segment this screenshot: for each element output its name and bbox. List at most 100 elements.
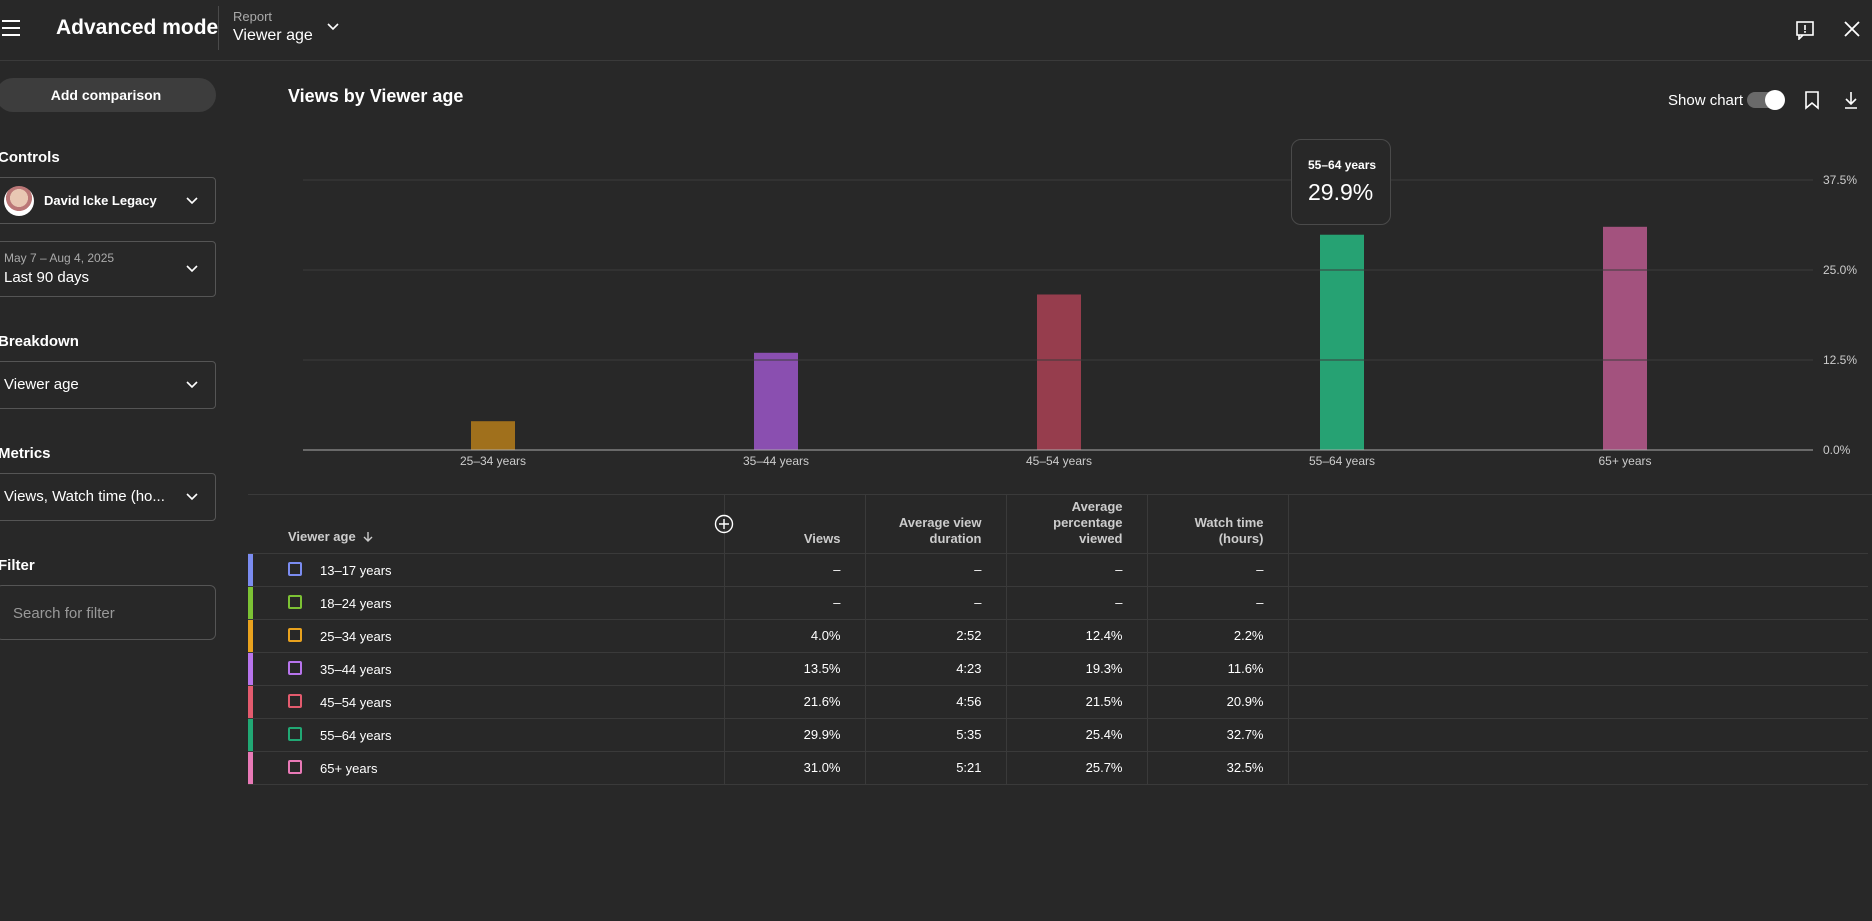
row-views-cell: –	[723, 586, 865, 620]
row-checkbox[interactable]	[288, 627, 302, 642]
row-color-strip	[248, 718, 253, 751]
row-name-cell: 65+ years	[248, 751, 724, 785]
row-checkbox[interactable]	[288, 759, 302, 774]
chart-bar[interactable]	[471, 421, 515, 450]
x-tick-label: 25–34 years	[460, 454, 526, 468]
row-apv-cell: 25.4%	[1005, 718, 1147, 752]
chart-bar[interactable]	[1037, 294, 1081, 450]
row-color-strip	[248, 553, 253, 586]
date-range-selector[interactable]: May 7 – Aug 4, 2025 Last 90 days	[0, 241, 216, 297]
table-row[interactable]: 18–24 years – – – –	[248, 586, 1868, 620]
x-tick-label: 35–44 years	[743, 454, 809, 468]
filter-search-input[interactable]	[11, 600, 195, 626]
column-header-watch-time[interactable]: Watch time (hours)	[1146, 494, 1288, 554]
column-header-avg-percentage-viewed[interactable]: Average percentage viewed	[1005, 494, 1147, 554]
add-column-icon[interactable]	[714, 514, 734, 534]
row-spacer-cell	[1287, 652, 1868, 686]
row-apv-cell: –	[1005, 553, 1147, 587]
column-header-avg-view-duration[interactable]: Average view duration	[864, 494, 1006, 554]
row-spacer-cell	[1287, 751, 1868, 785]
data-table: Viewer age Views Average view duration A…	[248, 494, 1868, 785]
filter-heading: Filter	[0, 557, 35, 574]
account-selector[interactable]: David Icke Legacy	[0, 177, 216, 224]
show-chart-toggle[interactable]	[1747, 90, 1785, 110]
chevron-down-icon	[186, 196, 198, 204]
download-icon[interactable]	[1843, 90, 1859, 110]
sort-down-icon[interactable]	[362, 531, 374, 543]
row-wt-cell: 32.5%	[1146, 751, 1288, 785]
account-name: David Icke Legacy	[44, 193, 157, 208]
menu-icon[interactable]	[2, 20, 24, 38]
row-checkbox[interactable]	[288, 660, 302, 675]
tooltip-label: 55–64 years	[1308, 158, 1377, 172]
row-spacer-cell	[1287, 718, 1868, 752]
row-label: 65+ years	[320, 760, 378, 776]
bookmark-icon[interactable]	[1804, 90, 1820, 110]
report-label: Report	[233, 9, 273, 24]
row-checkbox[interactable]	[288, 726, 302, 741]
row-avd-cell: 2:52	[864, 619, 1006, 653]
show-chart-label: Show chart	[1668, 92, 1744, 109]
table-row[interactable]: 13–17 years – – – –	[248, 553, 1868, 587]
row-wt-cell: 20.9%	[1146, 685, 1288, 719]
row-name-cell: 35–44 years	[248, 652, 724, 686]
metrics-selector[interactable]: Views, Watch time (ho...	[0, 473, 216, 521]
row-avd-cell: 4:56	[864, 685, 1006, 719]
row-views-cell: 13.5%	[723, 652, 865, 686]
row-label: 25–34 years	[320, 628, 392, 644]
row-views-cell: 29.9%	[723, 718, 865, 752]
table-row[interactable]: 25–34 years 4.0% 2:52 12.4% 2.2%	[248, 619, 1868, 653]
row-avd-cell: 5:35	[864, 718, 1006, 752]
table-row[interactable]: 35–44 years 13.5% 4:23 19.3% 11.6%	[248, 652, 1868, 686]
table-row[interactable]: 45–54 years 21.6% 4:56 21.5% 20.9%	[248, 685, 1868, 719]
row-checkbox[interactable]	[288, 561, 302, 576]
row-wt-cell: –	[1146, 586, 1288, 620]
column-header-views[interactable]: Views	[723, 494, 865, 554]
x-tick-label: 65+ years	[1598, 454, 1651, 468]
chart-bar[interactable]	[1320, 234, 1364, 450]
close-icon[interactable]	[1843, 20, 1861, 38]
report-selector[interactable]: Viewer age	[233, 27, 313, 44]
tooltip-value: 29.9%	[1308, 179, 1374, 205]
row-name-cell: 45–54 years	[248, 685, 724, 719]
avatar	[4, 186, 34, 216]
row-apv-cell: 25.7%	[1005, 751, 1147, 785]
metrics-value: Views, Watch time (ho...	[4, 488, 165, 505]
controls-heading: Controls	[0, 149, 60, 166]
column-header-spacer	[1287, 494, 1868, 554]
breakdown-selector[interactable]: Viewer age	[0, 361, 216, 409]
toggle-knob	[1765, 90, 1785, 110]
chart-bar[interactable]	[754, 352, 798, 450]
breakdown-heading: Breakdown	[0, 333, 79, 350]
chart-title: Views by Viewer age	[288, 86, 464, 106]
table-row[interactable]: 65+ years 31.0% 5:21 25.7% 32.5%	[248, 751, 1868, 785]
top-bar	[0, 0, 1872, 61]
row-views-cell: 4.0%	[723, 619, 865, 653]
row-label: 55–64 years	[320, 727, 392, 743]
chart-bar[interactable]	[1603, 226, 1647, 450]
row-color-strip	[248, 619, 253, 652]
chart-tooltip: 55–64 years 29.9%	[1291, 139, 1391, 225]
row-label: 18–24 years	[320, 595, 392, 611]
breakdown-value: Viewer age	[4, 376, 79, 393]
feedback-icon[interactable]	[1795, 20, 1815, 40]
add-comparison-button[interactable]: Add comparison	[0, 78, 216, 112]
row-avd-cell: 5:21	[864, 751, 1006, 785]
y-tick-label: 0.0%	[1823, 443, 1851, 457]
row-label: 45–54 years	[320, 694, 392, 710]
metrics-heading: Metrics	[0, 445, 51, 462]
row-spacer-cell	[1287, 619, 1868, 653]
column-header-name[interactable]: Viewer age	[248, 494, 733, 554]
table-row[interactable]: 55–64 years 29.9% 5:35 25.4% 32.7%	[248, 718, 1868, 752]
row-wt-cell: –	[1146, 553, 1288, 587]
row-avd-cell: 4:23	[864, 652, 1006, 686]
row-checkbox[interactable]	[288, 594, 302, 609]
chevron-down-icon[interactable]	[326, 20, 340, 34]
row-checkbox[interactable]	[288, 693, 302, 708]
date-range-text: May 7 – Aug 4, 2025	[4, 251, 115, 265]
row-color-strip	[248, 685, 253, 718]
filter-field[interactable]	[0, 585, 216, 640]
row-spacer-cell	[1287, 685, 1868, 719]
chevron-down-icon	[186, 493, 198, 501]
row-name-cell: 13–17 years	[248, 553, 724, 587]
